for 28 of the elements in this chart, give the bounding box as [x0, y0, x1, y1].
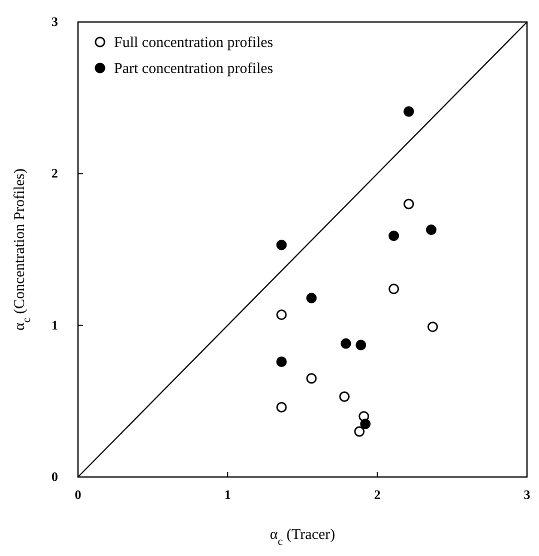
y-tick-label: 0 — [52, 469, 58, 484]
legend-label: Full concentration profiles — [114, 35, 274, 51]
point — [404, 106, 414, 117]
point — [354, 426, 365, 437]
point — [388, 284, 400, 294]
legend-label: Part concentration profiles — [114, 61, 274, 77]
point — [426, 224, 436, 236]
point — [427, 322, 438, 332]
point — [404, 198, 414, 210]
point — [388, 230, 400, 242]
x-tick-label: 2 — [374, 487, 381, 502]
point — [306, 292, 317, 304]
x-tick-label: 1 — [224, 487, 231, 502]
point — [276, 240, 287, 250]
y-tick-label: 1 — [52, 317, 58, 332]
point — [276, 402, 287, 412]
point — [306, 373, 317, 384]
y-tick-label: 3 — [52, 14, 58, 29]
x-tick-label: 0 — [74, 487, 82, 502]
point — [360, 418, 371, 430]
point — [276, 309, 287, 320]
point — [276, 356, 287, 367]
x-tick-label: 3 — [524, 487, 531, 502]
point — [340, 338, 352, 349]
point — [356, 340, 366, 350]
x-axis-title: α$_{c}$ (Tracer) — [270, 527, 336, 548]
y-tick-label: 2 — [52, 166, 58, 181]
point — [339, 391, 350, 402]
